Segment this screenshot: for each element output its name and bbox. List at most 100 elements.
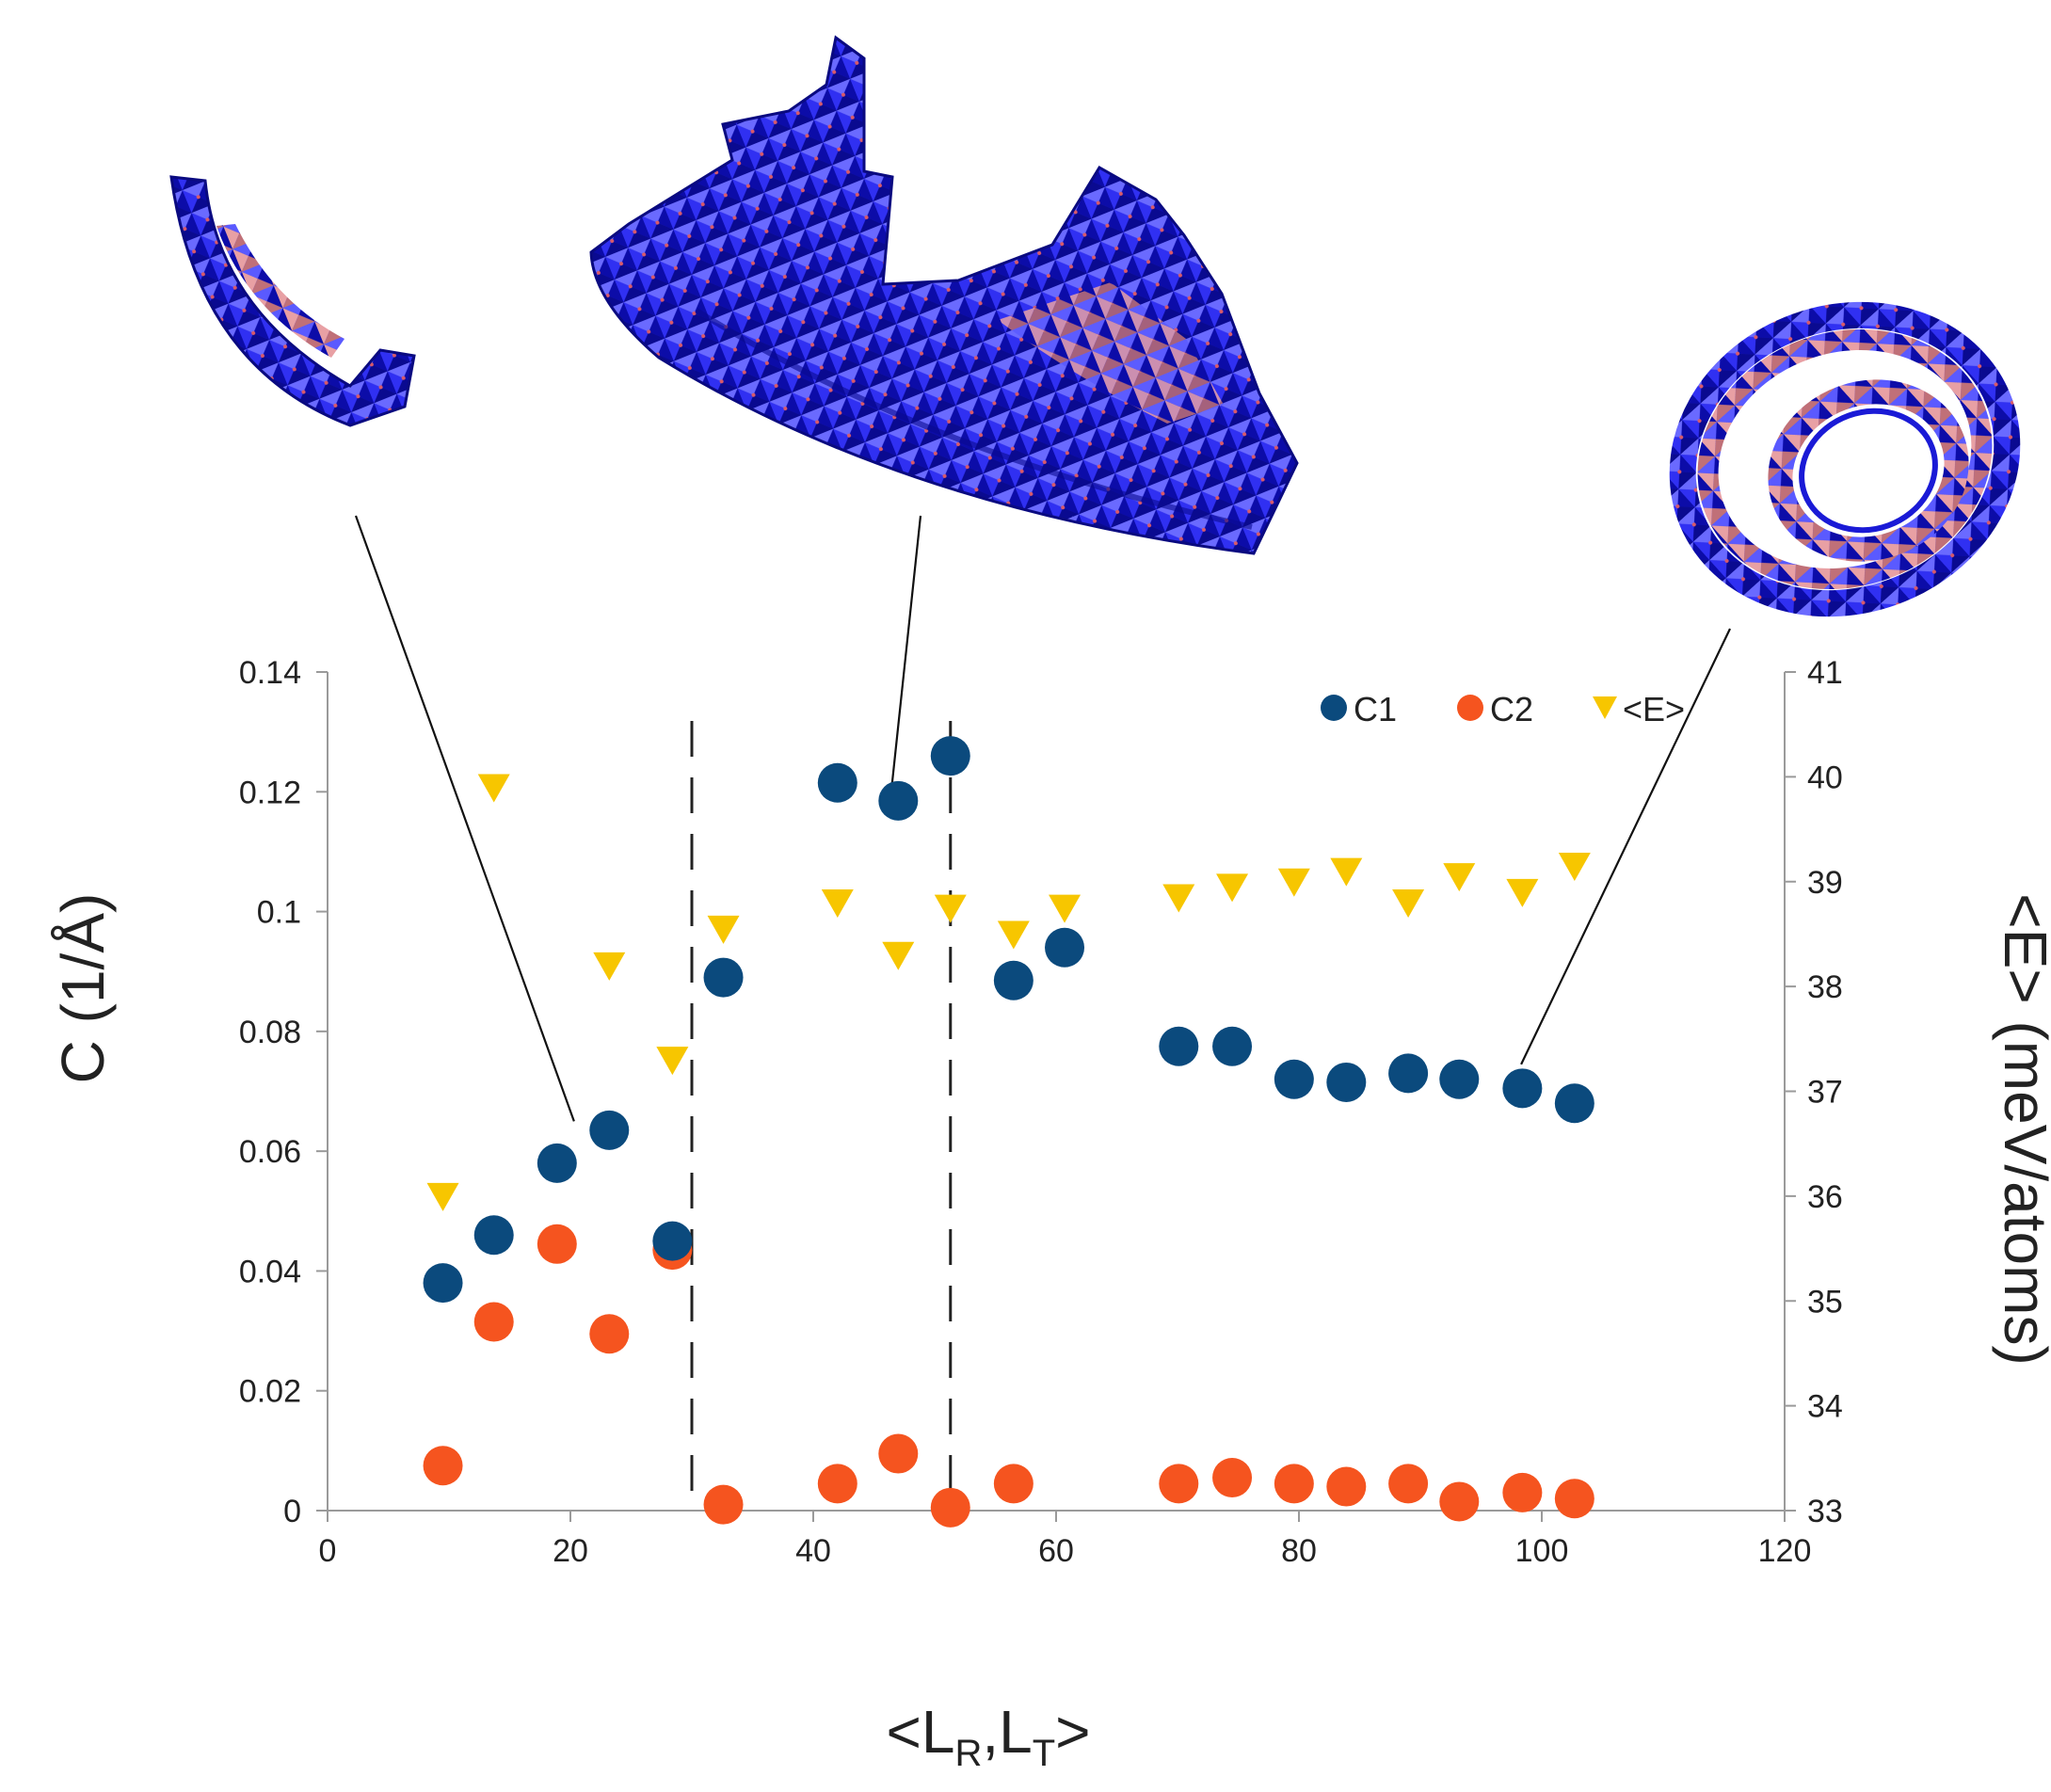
- point-energy: [1277, 868, 1310, 897]
- folded-sheet-illustration: [589, 35, 1299, 555]
- x-tick-label: 80: [1281, 1533, 1317, 1569]
- point-c2: [1274, 1464, 1314, 1504]
- point-energy: [1049, 894, 1082, 923]
- legend-c2-label: C2: [1490, 690, 1533, 728]
- point-c1: [1388, 1053, 1429, 1094]
- nanotube-illustration: [1669, 301, 2021, 617]
- point-c1: [1326, 1062, 1367, 1102]
- point-energy: [1392, 889, 1425, 919]
- point-energy: [1443, 863, 1476, 892]
- y-right-tick-label: 36: [1807, 1179, 1843, 1215]
- point-c1: [1212, 1026, 1253, 1066]
- y-left-tick-label: 0.12: [239, 775, 301, 810]
- point-c1: [473, 1215, 514, 1256]
- point-c1: [1159, 1026, 1199, 1066]
- point-c1: [930, 736, 970, 776]
- y-left-axis-title: C (1/Å): [49, 893, 117, 1084]
- point-energy: [707, 915, 740, 944]
- x-tick-label: 100: [1515, 1533, 1569, 1569]
- point-energy: [1506, 878, 1539, 907]
- x-tick-label: 0: [319, 1533, 337, 1569]
- y-right-tick-label: 37: [1807, 1075, 1843, 1111]
- point-c2: [1212, 1457, 1253, 1497]
- point-energy: [1162, 884, 1195, 913]
- point-c1: [1274, 1059, 1314, 1099]
- y-right-axis-title: <E> (meV/atoms): [1992, 893, 2051, 1366]
- point-c2: [1326, 1466, 1367, 1507]
- rolled-nanotube-pointer: [1520, 628, 1731, 1065]
- point-c2: [703, 1484, 744, 1525]
- legend-energy-marker: [1593, 696, 1617, 719]
- point-energy: [1558, 853, 1591, 882]
- x-axis-title: <LR,LT>: [886, 1698, 1090, 1774]
- y-left-tick-label: 0.04: [239, 1254, 301, 1289]
- point-energy: [426, 1182, 459, 1211]
- point-energy: [656, 1047, 689, 1076]
- point-c1: [1554, 1083, 1594, 1124]
- point-c1: [1439, 1059, 1480, 1099]
- curved-sheet-fragment-pointer: [354, 515, 575, 1122]
- point-c2: [473, 1302, 514, 1342]
- y-right-tick-label: 38: [1807, 969, 1843, 1005]
- dashed-lines: [690, 721, 953, 1511]
- point-energy: [882, 941, 915, 970]
- y-right-tick-label: 33: [1807, 1494, 1843, 1529]
- point-c2: [589, 1314, 630, 1354]
- x-tick-label: 120: [1758, 1533, 1812, 1569]
- y-right-tick-label: 35: [1807, 1284, 1843, 1320]
- point-c1: [423, 1263, 463, 1304]
- legend-c1-label: C1: [1354, 690, 1397, 728]
- y-left-tick-label: 0.02: [239, 1374, 301, 1410]
- axes: 0 20 40 60 80 100 120 0 0.02 0.04 0.06 0.08 0.1 0.12 0…: [239, 655, 1843, 1569]
- y-right-tick-label: 40: [1807, 760, 1843, 795]
- legend-c2-marker: [1457, 695, 1483, 721]
- point-energy: [934, 894, 967, 923]
- y-left-tick-label: 0.06: [239, 1134, 301, 1170]
- point-c1: [993, 960, 1034, 1000]
- legend-energy-label: <E>: [1623, 690, 1685, 728]
- point-c1: [817, 762, 857, 803]
- point-energy: [997, 920, 1030, 950]
- legend-c1-marker: [1321, 695, 1347, 721]
- point-energy: [821, 889, 854, 919]
- y-right-tick-label: 39: [1807, 865, 1843, 901]
- point-energy: [477, 774, 510, 803]
- point-c2: [1554, 1479, 1594, 1519]
- series-c1: [423, 736, 1594, 1304]
- point-c2: [817, 1464, 857, 1504]
- point-c2: [993, 1464, 1034, 1504]
- point-c1: [878, 780, 919, 821]
- point-c1: [652, 1221, 693, 1261]
- point-c2: [878, 1433, 919, 1474]
- point-c2: [537, 1224, 577, 1264]
- series-energy: [426, 774, 1591, 1211]
- point-c1: [703, 957, 744, 998]
- x-tick-label: 40: [795, 1533, 831, 1569]
- y-left-tick-label: 0.14: [239, 655, 301, 691]
- point-energy: [1216, 873, 1249, 903]
- point-c1: [1045, 927, 1085, 968]
- point-energy: [1330, 857, 1363, 887]
- curved-sheet-illustration: [169, 175, 416, 427]
- point-c2: [1502, 1472, 1543, 1512]
- y-left-tick-label: 0.08: [239, 1015, 301, 1050]
- structure-illustrations: [169, 35, 2021, 617]
- annotation-lines: [354, 515, 1731, 1122]
- series-c2: [423, 1224, 1594, 1528]
- point-c2: [423, 1446, 463, 1486]
- point-c1: [1502, 1068, 1543, 1109]
- point-c1: [589, 1110, 630, 1150]
- point-c2: [1388, 1464, 1429, 1504]
- y-right-tick-label: 34: [1807, 1389, 1843, 1425]
- point-c2: [930, 1487, 970, 1528]
- y-right-tick-label: 41: [1807, 655, 1843, 691]
- legend: C1 C2 <E>: [1321, 690, 1685, 728]
- y-left-tick-label: 0: [283, 1494, 301, 1529]
- wide-folded-sheet-pointer: [890, 515, 922, 783]
- point-c1: [537, 1143, 577, 1183]
- point-c2: [1159, 1464, 1199, 1504]
- y-left-tick-label: 0.1: [257, 895, 301, 931]
- x-tick-label: 20: [553, 1533, 588, 1569]
- point-c2: [1439, 1481, 1480, 1522]
